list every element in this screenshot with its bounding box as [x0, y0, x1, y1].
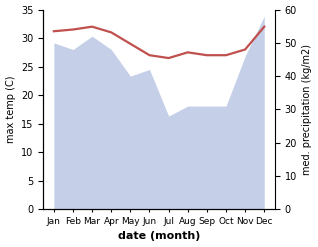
- Y-axis label: med. precipitation (kg/m2): med. precipitation (kg/m2): [302, 44, 313, 175]
- Y-axis label: max temp (C): max temp (C): [5, 76, 16, 143]
- X-axis label: date (month): date (month): [118, 231, 200, 242]
